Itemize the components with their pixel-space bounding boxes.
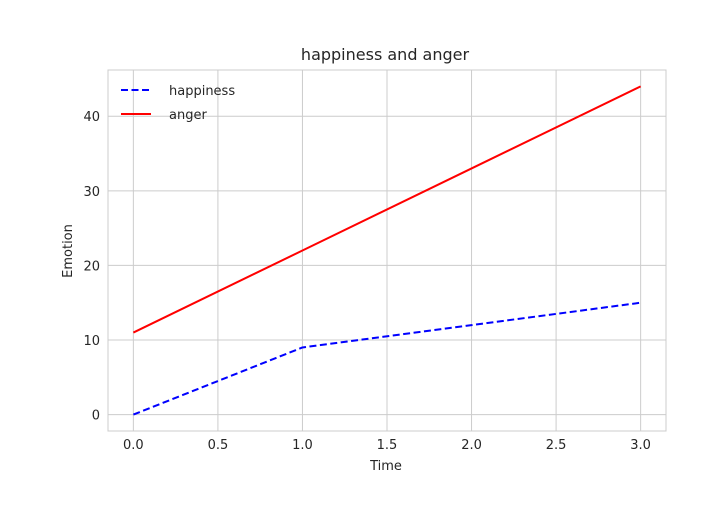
legend-happiness-label: happiness <box>169 84 235 99</box>
y-tick-label: 20 <box>83 259 100 274</box>
y-tick-label: 30 <box>83 185 100 200</box>
x-tick-label: 2.5 <box>546 438 567 453</box>
x-axis-ticks: 0.0 0.5 1.0 1.5 2.0 2.5 3.0 <box>123 438 651 453</box>
anger-series-line <box>132 85 642 334</box>
plot-frame <box>107 69 667 432</box>
y-axis-label: Emotion <box>61 224 76 278</box>
x-tick-label: 1.0 <box>292 438 313 453</box>
x-tick-label: 3.0 <box>630 438 651 453</box>
x-axis-label: Time <box>369 459 402 474</box>
legend: happiness anger <box>121 84 235 123</box>
x-tick-label: 1.5 <box>377 438 398 453</box>
x-tick-label: 0.0 <box>123 438 144 453</box>
series-layer <box>132 85 642 416</box>
x-tick-label: 0.5 <box>208 438 229 453</box>
chart-title: happiness and anger <box>301 45 470 64</box>
y-tick-label: 40 <box>83 110 100 125</box>
x-tick-label: 2.0 <box>461 438 482 453</box>
happiness-series-line <box>132 301 641 416</box>
y-tick-label: 0 <box>92 409 100 424</box>
y-axis-ticks: 0 10 20 30 40 <box>83 110 100 423</box>
legend-anger-label: anger <box>169 108 207 123</box>
y-tick-label: 10 <box>83 334 100 349</box>
